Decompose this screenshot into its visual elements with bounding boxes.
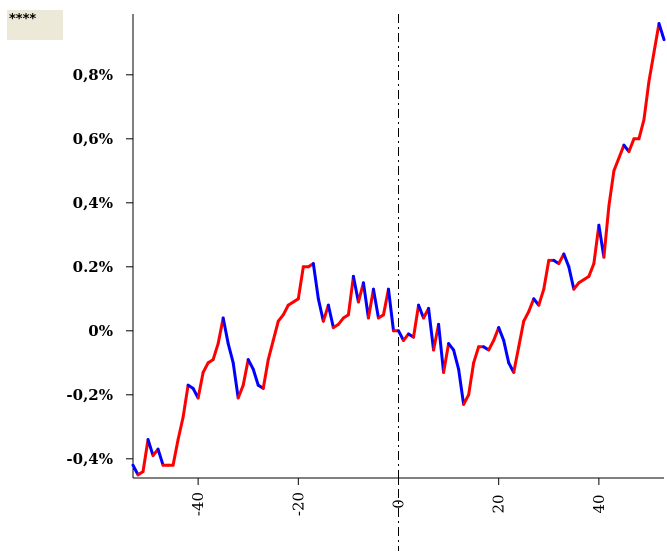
series-segment bbox=[146, 438, 155, 458]
series-segment bbox=[221, 316, 230, 346]
y-tick-label: -0,4% bbox=[66, 450, 113, 468]
series-segment bbox=[537, 287, 546, 307]
series-segment bbox=[311, 262, 320, 301]
y-tick-label: -0,2% bbox=[66, 386, 113, 404]
series-segment bbox=[437, 322, 446, 374]
series-segment bbox=[196, 370, 205, 400]
series-segment bbox=[386, 287, 395, 333]
series-segment bbox=[637, 118, 646, 141]
series-segment bbox=[567, 265, 576, 291]
series-segment bbox=[131, 463, 140, 477]
series-segment bbox=[181, 383, 190, 419]
x-tick-label: 20 bbox=[490, 494, 508, 513]
series-segment bbox=[366, 287, 375, 320]
series-segment bbox=[226, 342, 235, 365]
series-segment bbox=[397, 329, 406, 342]
series-segment bbox=[351, 274, 360, 304]
series-segment bbox=[442, 342, 451, 374]
legend-badge: **** bbox=[7, 10, 63, 40]
series-segment bbox=[326, 303, 335, 330]
series-segment bbox=[607, 169, 616, 208]
x-tick-label: -20 bbox=[289, 492, 307, 516]
series-segment bbox=[497, 326, 506, 342]
series-segment bbox=[412, 303, 421, 339]
x-tick-label: -40 bbox=[189, 492, 207, 516]
series-segment bbox=[502, 338, 511, 365]
y-tick-label: 0% bbox=[88, 322, 113, 340]
series-segment bbox=[316, 297, 325, 323]
series-segment bbox=[246, 358, 255, 371]
series-segment bbox=[542, 258, 551, 291]
series-segment bbox=[361, 281, 370, 320]
series-segment bbox=[296, 265, 305, 301]
series-segment bbox=[492, 326, 501, 342]
series-segment bbox=[271, 319, 280, 342]
series-segment bbox=[176, 415, 185, 442]
series-segment bbox=[241, 358, 250, 387]
series-segment bbox=[592, 223, 601, 266]
series-segment bbox=[467, 361, 476, 397]
series-segment bbox=[452, 348, 461, 371]
series-segment bbox=[231, 361, 240, 400]
x-tick-label: 40 bbox=[590, 494, 608, 513]
series-segment bbox=[587, 262, 596, 278]
series-segment bbox=[427, 306, 436, 352]
series-segment bbox=[647, 50, 656, 83]
tick-labels: -0,4% -0,2% 0% 0.2% 0,4% 0,6% 0,8% -40 -20 0 20 40 bbox=[66, 66, 607, 516]
series-segment bbox=[522, 310, 531, 323]
series-segment bbox=[617, 143, 626, 160]
series-segment bbox=[457, 367, 466, 406]
series-segment bbox=[251, 367, 260, 387]
y-tick-label: 0,6% bbox=[73, 130, 113, 148]
series-segment bbox=[652, 22, 661, 54]
series-line bbox=[131, 22, 666, 477]
series-segment bbox=[266, 338, 275, 362]
series-segment bbox=[346, 274, 355, 317]
series-segment bbox=[612, 156, 621, 173]
series-segment bbox=[141, 438, 150, 474]
series-segment bbox=[602, 204, 611, 259]
series-segment bbox=[562, 252, 571, 269]
y-tick-label: 0.2% bbox=[73, 258, 113, 276]
axes bbox=[126, 14, 664, 551]
x-tick-label: 0 bbox=[390, 499, 408, 509]
series-segment bbox=[417, 303, 426, 320]
series-segment bbox=[627, 137, 636, 154]
series-segment bbox=[156, 447, 165, 467]
y-tick-label: 0,4% bbox=[73, 194, 113, 212]
y-tick-label: 0,8% bbox=[73, 66, 113, 84]
series-segment bbox=[462, 393, 471, 406]
series-segment bbox=[512, 345, 521, 374]
series-segment bbox=[487, 338, 496, 352]
series-segment bbox=[201, 361, 210, 374]
series-segment bbox=[472, 345, 481, 365]
series-segment bbox=[216, 316, 225, 346]
series-segment bbox=[642, 79, 651, 122]
series-segment bbox=[261, 358, 270, 390]
series-segment bbox=[517, 319, 526, 349]
series-segment bbox=[171, 438, 180, 467]
series-segment bbox=[236, 383, 245, 400]
series-segment bbox=[371, 287, 380, 320]
series-segment bbox=[281, 303, 290, 317]
series-segment bbox=[527, 297, 536, 314]
series-segment bbox=[211, 342, 220, 362]
series-segment bbox=[657, 22, 666, 42]
